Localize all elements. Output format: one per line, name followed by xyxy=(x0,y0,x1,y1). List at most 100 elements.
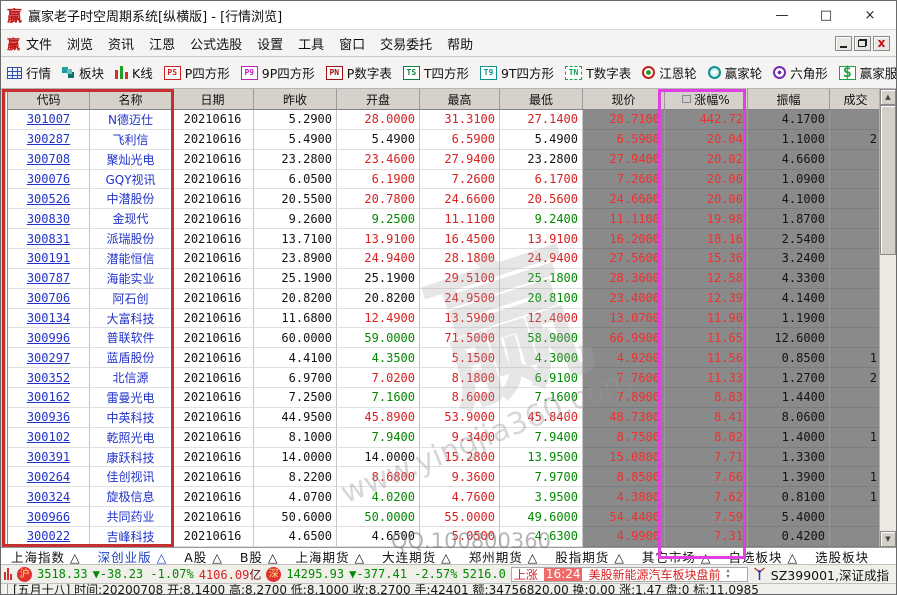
market-tab-B股[interactable]: B股 △ xyxy=(239,549,279,565)
stock-code-link[interactable]: 300352 xyxy=(8,368,90,389)
column-header-成交[interactable]: 成交 xyxy=(830,89,879,110)
stock-code-link[interactable]: 300936 xyxy=(8,407,90,428)
stock-code-link[interactable]: 300264 xyxy=(8,467,90,488)
table-row[interactable]: 300287 飞利信 20210616 5.4900 5.4900 6.5900 5.490… xyxy=(8,129,879,150)
market-tab-深创业版[interactable]: 深创业版 △ xyxy=(97,549,168,565)
column-header-涨幅%[interactable]: 涨幅% xyxy=(665,89,748,110)
scrollbar-track[interactable] xyxy=(880,255,896,531)
toolbar-button-赢家轮[interactable]: 赢家轮 xyxy=(707,63,762,82)
stock-code-link[interactable]: 300287 xyxy=(8,129,90,150)
toolbar-button-江恩轮[interactable]: 江恩轮 xyxy=(642,63,697,82)
stock-code-link[interactable]: 300134 xyxy=(8,308,90,329)
market-tab-上海指数[interactable]: 上海指数 △ xyxy=(11,549,81,565)
mdi-close-button[interactable]: x xyxy=(873,35,890,51)
stock-code-link[interactable]: 300787 xyxy=(8,268,90,289)
stock-code-link[interactable]: 300191 xyxy=(8,249,90,269)
menu-item-工具[interactable]: 工具 xyxy=(298,37,325,53)
scrollbar-thumb[interactable] xyxy=(880,105,896,255)
market-tab-选股板块[interactable]: 选股板块 xyxy=(815,549,870,565)
table-row[interactable]: 300134 大富科技 20210616 11.6800 12.4900 13.5900 1… xyxy=(8,308,879,329)
table-row[interactable]: 300076 GQY视讯 20210616 6.0500 6.1900 7.2600 6.1… xyxy=(8,169,879,190)
table-row[interactable]: 300324 旋极信息 20210616 4.0700 4.0200 4.7600 3.95… xyxy=(8,487,879,508)
market-tab-郑州期货[interactable]: 郑州期货 △ xyxy=(468,549,539,565)
table-row[interactable]: 300391 康跃科技 20210616 14.0000 14.0000 15.2800 1… xyxy=(8,447,879,468)
stock-code-link[interactable]: 300996 xyxy=(8,328,90,349)
column-header-现价[interactable]: 现价 xyxy=(583,89,665,110)
table-row[interactable]: 300191 潜能恒信 20210616 23.8900 24.9400 28.1800 2… xyxy=(8,249,879,269)
menu-item-资讯[interactable]: 资讯 xyxy=(108,37,135,53)
menu-item-窗口[interactable]: 窗口 xyxy=(339,37,366,53)
market-tab-股指期货[interactable]: 股指期货 △ xyxy=(555,549,625,565)
toolbar-button-P四方形[interactable]: PS P四方形 xyxy=(163,63,230,82)
stock-code-link[interactable]: 300162 xyxy=(8,388,90,408)
stock-code-link[interactable]: 301007 xyxy=(8,110,90,130)
toolbar-button-T数字表[interactable]: TN T数字表 xyxy=(565,63,631,82)
stock-code-link[interactable]: 300324 xyxy=(8,487,90,508)
stock-code-link[interactable]: 300391 xyxy=(8,447,90,468)
table-row[interactable]: 300526 中潜股份 20210616 20.5500 20.7800 24.6600 2… xyxy=(8,189,879,210)
table-row[interactable]: 300352 北信源 20210616 6.9700 7.0200 8.1800 6.910… xyxy=(8,368,879,389)
table-row[interactable]: 300936 中英科技 20210616 44.9500 45.8900 53.9000 4… xyxy=(8,407,879,428)
close-button[interactable]: × xyxy=(864,7,876,23)
stock-code-link[interactable]: 300022 xyxy=(8,527,90,547)
market-tab-A股[interactable]: A股 △ xyxy=(184,549,223,565)
toolbar-button-六角形[interactable]: 六角形 xyxy=(773,63,828,82)
scroll-down-button[interactable]: ▼ xyxy=(880,531,896,547)
market-tab-其它市场[interactable]: 其它市场 △ xyxy=(641,549,712,565)
menu-item-设置[interactable]: 设置 xyxy=(257,37,284,53)
menu-item-浏览[interactable]: 浏览 xyxy=(67,37,94,53)
column-header-名称[interactable]: 名称 xyxy=(90,89,172,110)
toolbar-button-赢家服务[interactable]: $赢家服务 xyxy=(838,63,896,82)
toolbar-button-板块[interactable]: 板块 xyxy=(62,63,104,82)
stock-code-link[interactable]: 300102 xyxy=(8,427,90,448)
toolbar-button-K线[interactable]: K线 xyxy=(115,63,153,82)
maximize-button[interactable]: □ xyxy=(819,7,833,23)
mdi-minimize-button[interactable] xyxy=(835,35,852,51)
menu-item-公式选股[interactable]: 公式选股 xyxy=(190,37,243,53)
table-row[interactable]: 300706 阿石创 20210616 20.8200 20.8200 24.9500 20… xyxy=(8,288,879,309)
table-row[interactable]: 300162 雷曼光电 20210616 7.2500 7.1600 8.6000 7.16… xyxy=(8,388,879,408)
menu-item-文件[interactable]: 文件 xyxy=(26,37,53,53)
column-header-开盘[interactable]: 开盘 xyxy=(337,89,420,110)
column-header-日期[interactable]: 日期 xyxy=(172,89,254,110)
column-header-最低[interactable]: 最低 xyxy=(500,89,583,110)
table-row[interactable]: 300102 乾照光电 20210616 8.1000 7.9400 9.3400 7.94… xyxy=(8,427,879,448)
toolbar-button-P数字表[interactable]: PN P数字表 xyxy=(325,63,392,82)
table-row[interactable]: 301007 N德迈仕 20210616 5.2900 28.0000 31.3100 27… xyxy=(8,110,879,130)
stock-code-link[interactable]: 300831 xyxy=(8,229,90,250)
menu-item-交易委托[interactable]: 交易委托 xyxy=(380,37,433,53)
stock-code-link[interactable]: 300830 xyxy=(8,209,90,230)
menu-item-帮助[interactable]: 帮助 xyxy=(447,37,474,53)
column-header-昨收[interactable]: 昨收 xyxy=(254,89,337,110)
toolbar-button-T四方形[interactable]: TS T四方形 xyxy=(402,63,469,82)
market-tab-上海期货[interactable]: 上海期货 △ xyxy=(295,549,366,565)
table-row[interactable]: 300966 共同药业 20210616 50.6000 50.0000 55.0000 4… xyxy=(8,507,879,528)
table-row[interactable]: 300297 蓝盾股份 20210616 4.4100 4.3500 5.1500 4.30… xyxy=(8,348,879,369)
vertical-scrollbar[interactable]: ▲ ▼ xyxy=(879,89,896,547)
column-header-振幅[interactable]: 振幅 xyxy=(748,89,830,110)
news-ticker[interactable]: 上涨 16:24 美股新能源汽车板块盘前 ▴ ▾ xyxy=(510,566,748,582)
stock-code-link[interactable]: 300706 xyxy=(8,288,90,309)
table-row[interactable]: 300830 金现代 20210616 9.2600 9.2500 11.1100 9.24… xyxy=(8,209,879,230)
table-row[interactable]: 300022 吉峰科技 20210616 4.6500 4.6500 5.0500 4.63… xyxy=(8,527,879,547)
ticker-spinner-icon[interactable]: ▴ ▾ xyxy=(726,567,730,580)
market-tab-自选板块[interactable]: 自选板块 △ xyxy=(728,549,799,565)
mdi-restore-button[interactable] xyxy=(854,35,871,51)
stock-code-link[interactable]: 300297 xyxy=(8,348,90,369)
stock-code-link[interactable]: 300966 xyxy=(8,507,90,528)
menu-item-江恩[interactable]: 江恩 xyxy=(149,37,176,53)
table-row[interactable]: 300787 海能实业 20210616 25.1900 25.1900 29.5100 2… xyxy=(8,268,879,289)
minimize-button[interactable]: — xyxy=(775,7,789,23)
stock-code-link[interactable]: 300708 xyxy=(8,149,90,170)
table-row[interactable]: 300996 普联软件 20210616 60.0000 59.0000 71.5000 5… xyxy=(8,328,879,349)
toolbar-button-行情[interactable]: 行情 xyxy=(7,63,51,82)
table-row[interactable]: 300708 聚灿光电 20210616 23.2800 23.4600 27.9400 2… xyxy=(8,149,879,170)
column-header-最高[interactable]: 最高 xyxy=(420,89,500,110)
stock-code-link[interactable]: 300076 xyxy=(8,169,90,190)
table-row[interactable]: 300831 派瑞股份 20210616 13.7100 13.9100 16.4500 1… xyxy=(8,229,879,250)
table-row[interactable]: 300264 佳创视讯 20210616 8.2200 8.6800 9.3600 7.97… xyxy=(8,467,879,488)
stock-code-link[interactable]: 300526 xyxy=(8,189,90,210)
toolbar-button-9T四方形[interactable]: T9 9T四方形 xyxy=(479,63,554,82)
column-header-代码[interactable]: 代码 xyxy=(8,89,90,110)
market-tab-大连期货[interactable]: 大连期货 △ xyxy=(382,549,452,565)
